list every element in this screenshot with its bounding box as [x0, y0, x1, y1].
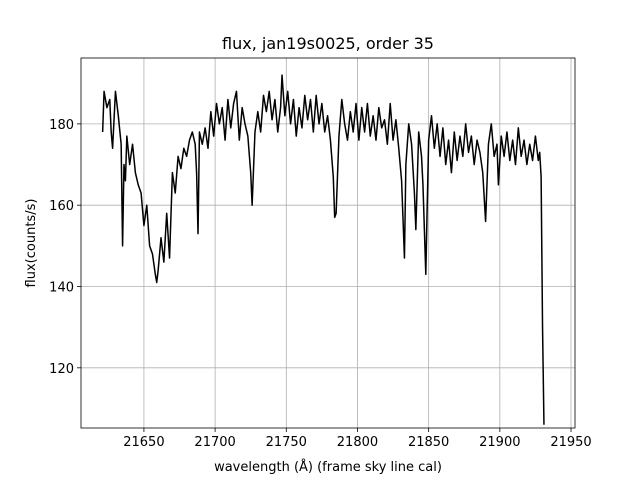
x-tick-label: 21700: [194, 435, 235, 450]
x-tick-label: 21800: [337, 435, 378, 450]
y-tick-label: 160: [49, 199, 74, 214]
y-tick-label: 140: [49, 281, 74, 296]
plot-frame: [80, 57, 576, 429]
data-line: [101, 74, 545, 425]
x-tick-label: 21650: [123, 435, 164, 450]
y-axis-label: flux(counts/s): [24, 199, 39, 288]
x-axis-label: wavelength (Å) (frame sky line cal): [214, 459, 442, 475]
x-tick-label: 21950: [550, 435, 591, 450]
x-tick-label: 21850: [408, 435, 449, 450]
y-tick-label: 120: [49, 362, 74, 377]
y-tick-label: 180: [49, 118, 74, 133]
x-tick-label: 21750: [266, 435, 307, 450]
chart-title: flux, jan19s0025, order 35: [222, 34, 434, 53]
x-tick-label: 21900: [479, 435, 520, 450]
